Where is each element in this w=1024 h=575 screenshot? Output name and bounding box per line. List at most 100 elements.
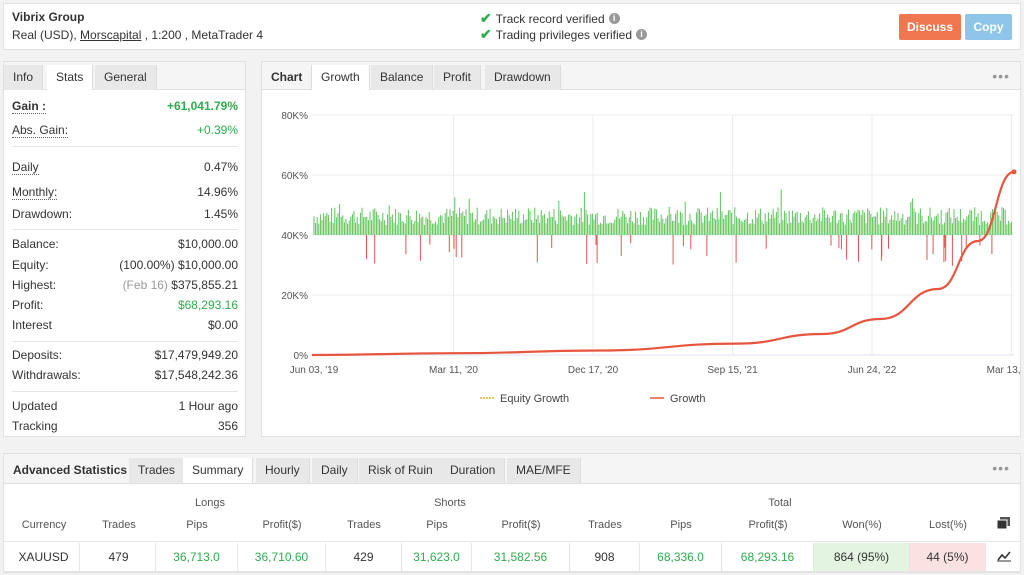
gain-label[interactable]: Gain : [12,98,47,114]
deposits-row: Deposits: $17,479,949.20 [12,346,238,364]
tab-general[interactable]: General [95,65,157,90]
highest-label: Highest: [12,278,57,292]
abs-gain-value: +0.39% [196,123,238,137]
highest-row: Highest: (Feb 16) $375,855.21 [12,276,238,294]
interest-row: Interest $0.00 [12,316,238,334]
monthly-label[interactable]: Monthly: [12,184,58,200]
stats-tabs: Info Stats General [4,62,245,90]
divider [12,341,238,342]
column-header: Profit($) [262,519,302,531]
profit-row: Profit: $68,293.16 [12,296,238,314]
table-cell: XAUUSD [8,543,80,571]
table-cell: 908 [570,543,640,571]
table-row-bg [4,541,1020,572]
info-icon[interactable]: i [608,13,620,24]
updated-value: 1 Hour ago [178,399,238,413]
profit-value: $68,293.16 [177,298,238,312]
adv-tabs: Advanced Statistics Trades Summary Hourl… [4,454,1020,484]
divider [12,229,238,230]
table-cell: 68,293.16 [722,543,814,571]
tab-summary[interactable]: Summary [183,458,254,483]
tab-profit[interactable]: Profit [434,65,482,90]
interest-value: $0.00 [207,318,238,332]
tab-balance[interactable]: Balance [371,65,434,90]
more-options-icon[interactable]: ••• [992,460,1010,476]
tab-trades[interactable]: Trades [129,458,185,483]
table-cell: 36,713.0 [156,543,238,571]
chart-tabs: Chart Growth Balance Profit Drawdown ••• [262,62,1020,90]
tab-info[interactable]: Info [4,65,44,90]
adv-title: Advanced Statistics [4,458,138,483]
info-icon[interactable]: i [636,29,648,40]
highest-date: (Feb 16) [122,278,168,292]
table-cell: 44 (5%) [910,543,986,571]
y-tick-label: 60K% [281,171,308,182]
growth-chart: 80K% 60K% 40K% 20K% 0% Jun 03, '19 Mar 11, '20… [281,111,1020,405]
check-icon: ✔ [480,10,492,26]
column-header: Pips [426,519,448,531]
divider [12,146,238,147]
tab-daily[interactable]: Daily [312,458,358,483]
table-cell: 479 [82,543,156,571]
table-cell: 31,582.56 [472,543,570,571]
account-name: Vibrix Group [12,10,85,24]
balance-row: Balance: $10,000.00 [12,235,238,253]
table-cell: 31,623.0 [402,543,472,571]
tab-growth[interactable]: Growth [312,65,370,90]
x-tick-label: Mar 11, '20 [429,365,478,376]
tab-risk-of-ruin[interactable]: Risk of Ruin [359,458,443,483]
monthly-value: 14.96% [197,185,238,199]
discuss-button[interactable]: Discuss [899,14,961,40]
advanced-statistics-panel: Advanced Statistics Trades Summary Hourl… [3,453,1021,573]
gain-row: Gain : +61,041.79% [12,97,238,115]
chart-tabs-title: Chart [262,65,313,90]
balance-label: Balance: [12,237,59,251]
daily-row: Daily 0.47% [12,158,238,176]
tracking-label: Tracking [12,419,58,433]
track-record-verified: ✔ Track record verified i [480,10,620,27]
group-total: Total [768,497,792,509]
updated-label: Updated [12,399,58,413]
y-tick-label: 40K% [281,231,308,242]
updated-row: Updated 1 Hour ago [12,397,238,415]
daily-label[interactable]: Daily [12,159,39,175]
highest-value: $375,855.21 [171,278,238,292]
drawdown-value: 1.45% [203,207,238,221]
column-header: Pips [670,519,692,531]
equity-label: Equity: [12,258,49,272]
tab-hourly[interactable]: Hourly [256,458,310,483]
group-longs: Longs [195,497,225,509]
tab-mae-mfe[interactable]: MAE/MFE [507,458,581,483]
withdrawals-row: Withdrawals: $17,548,242.36 [12,366,238,384]
leverage-platform: , 1:200 , MetaTrader 4 [144,28,264,42]
group-shorts: Shorts [434,497,466,509]
gain-value: +61,041.79% [166,99,238,113]
column-header: Pips [186,519,208,531]
tab-duration[interactable]: Duration [441,458,506,483]
column-header: Profit($) [748,519,788,531]
copy-button[interactable]: Copy [965,14,1012,40]
monthly-row: Monthly: 14.96% [12,183,238,201]
tab-drawdown[interactable]: Drawdown [485,65,561,90]
table-cell: 68,336.0 [640,543,722,571]
interest-label: Interest [12,318,53,332]
more-options-icon[interactable]: ••• [992,68,1010,84]
y-tick-label: 0% [294,351,309,362]
column-header: Trades [102,519,136,531]
profit-label: Profit: [12,298,44,312]
y-tick-label: 20K% [281,291,308,302]
track-record-label: Track record verified [495,11,605,26]
x-tick-label: Dec 17, '20 [568,365,619,376]
account-header: Vibrix Group Real (USD), Morscapital , 1… [3,3,1021,50]
legend-equity-growth: Equity Growth [500,393,569,405]
broker-link[interactable]: Morscapital [80,28,142,42]
tab-stats[interactable]: Stats [47,65,94,90]
copy-icon[interactable] [997,517,1011,529]
trading-privileges-label: Trading privileges verified [495,27,633,42]
check-icon: ✔ [480,26,492,42]
chart-icon[interactable] [997,550,1011,562]
column-header: Trades [347,519,381,531]
x-tick-label: Jun 03, '19 [290,365,339,376]
abs-gain-label[interactable]: Abs. Gain: [12,122,69,138]
column-header: Trades [588,519,622,531]
